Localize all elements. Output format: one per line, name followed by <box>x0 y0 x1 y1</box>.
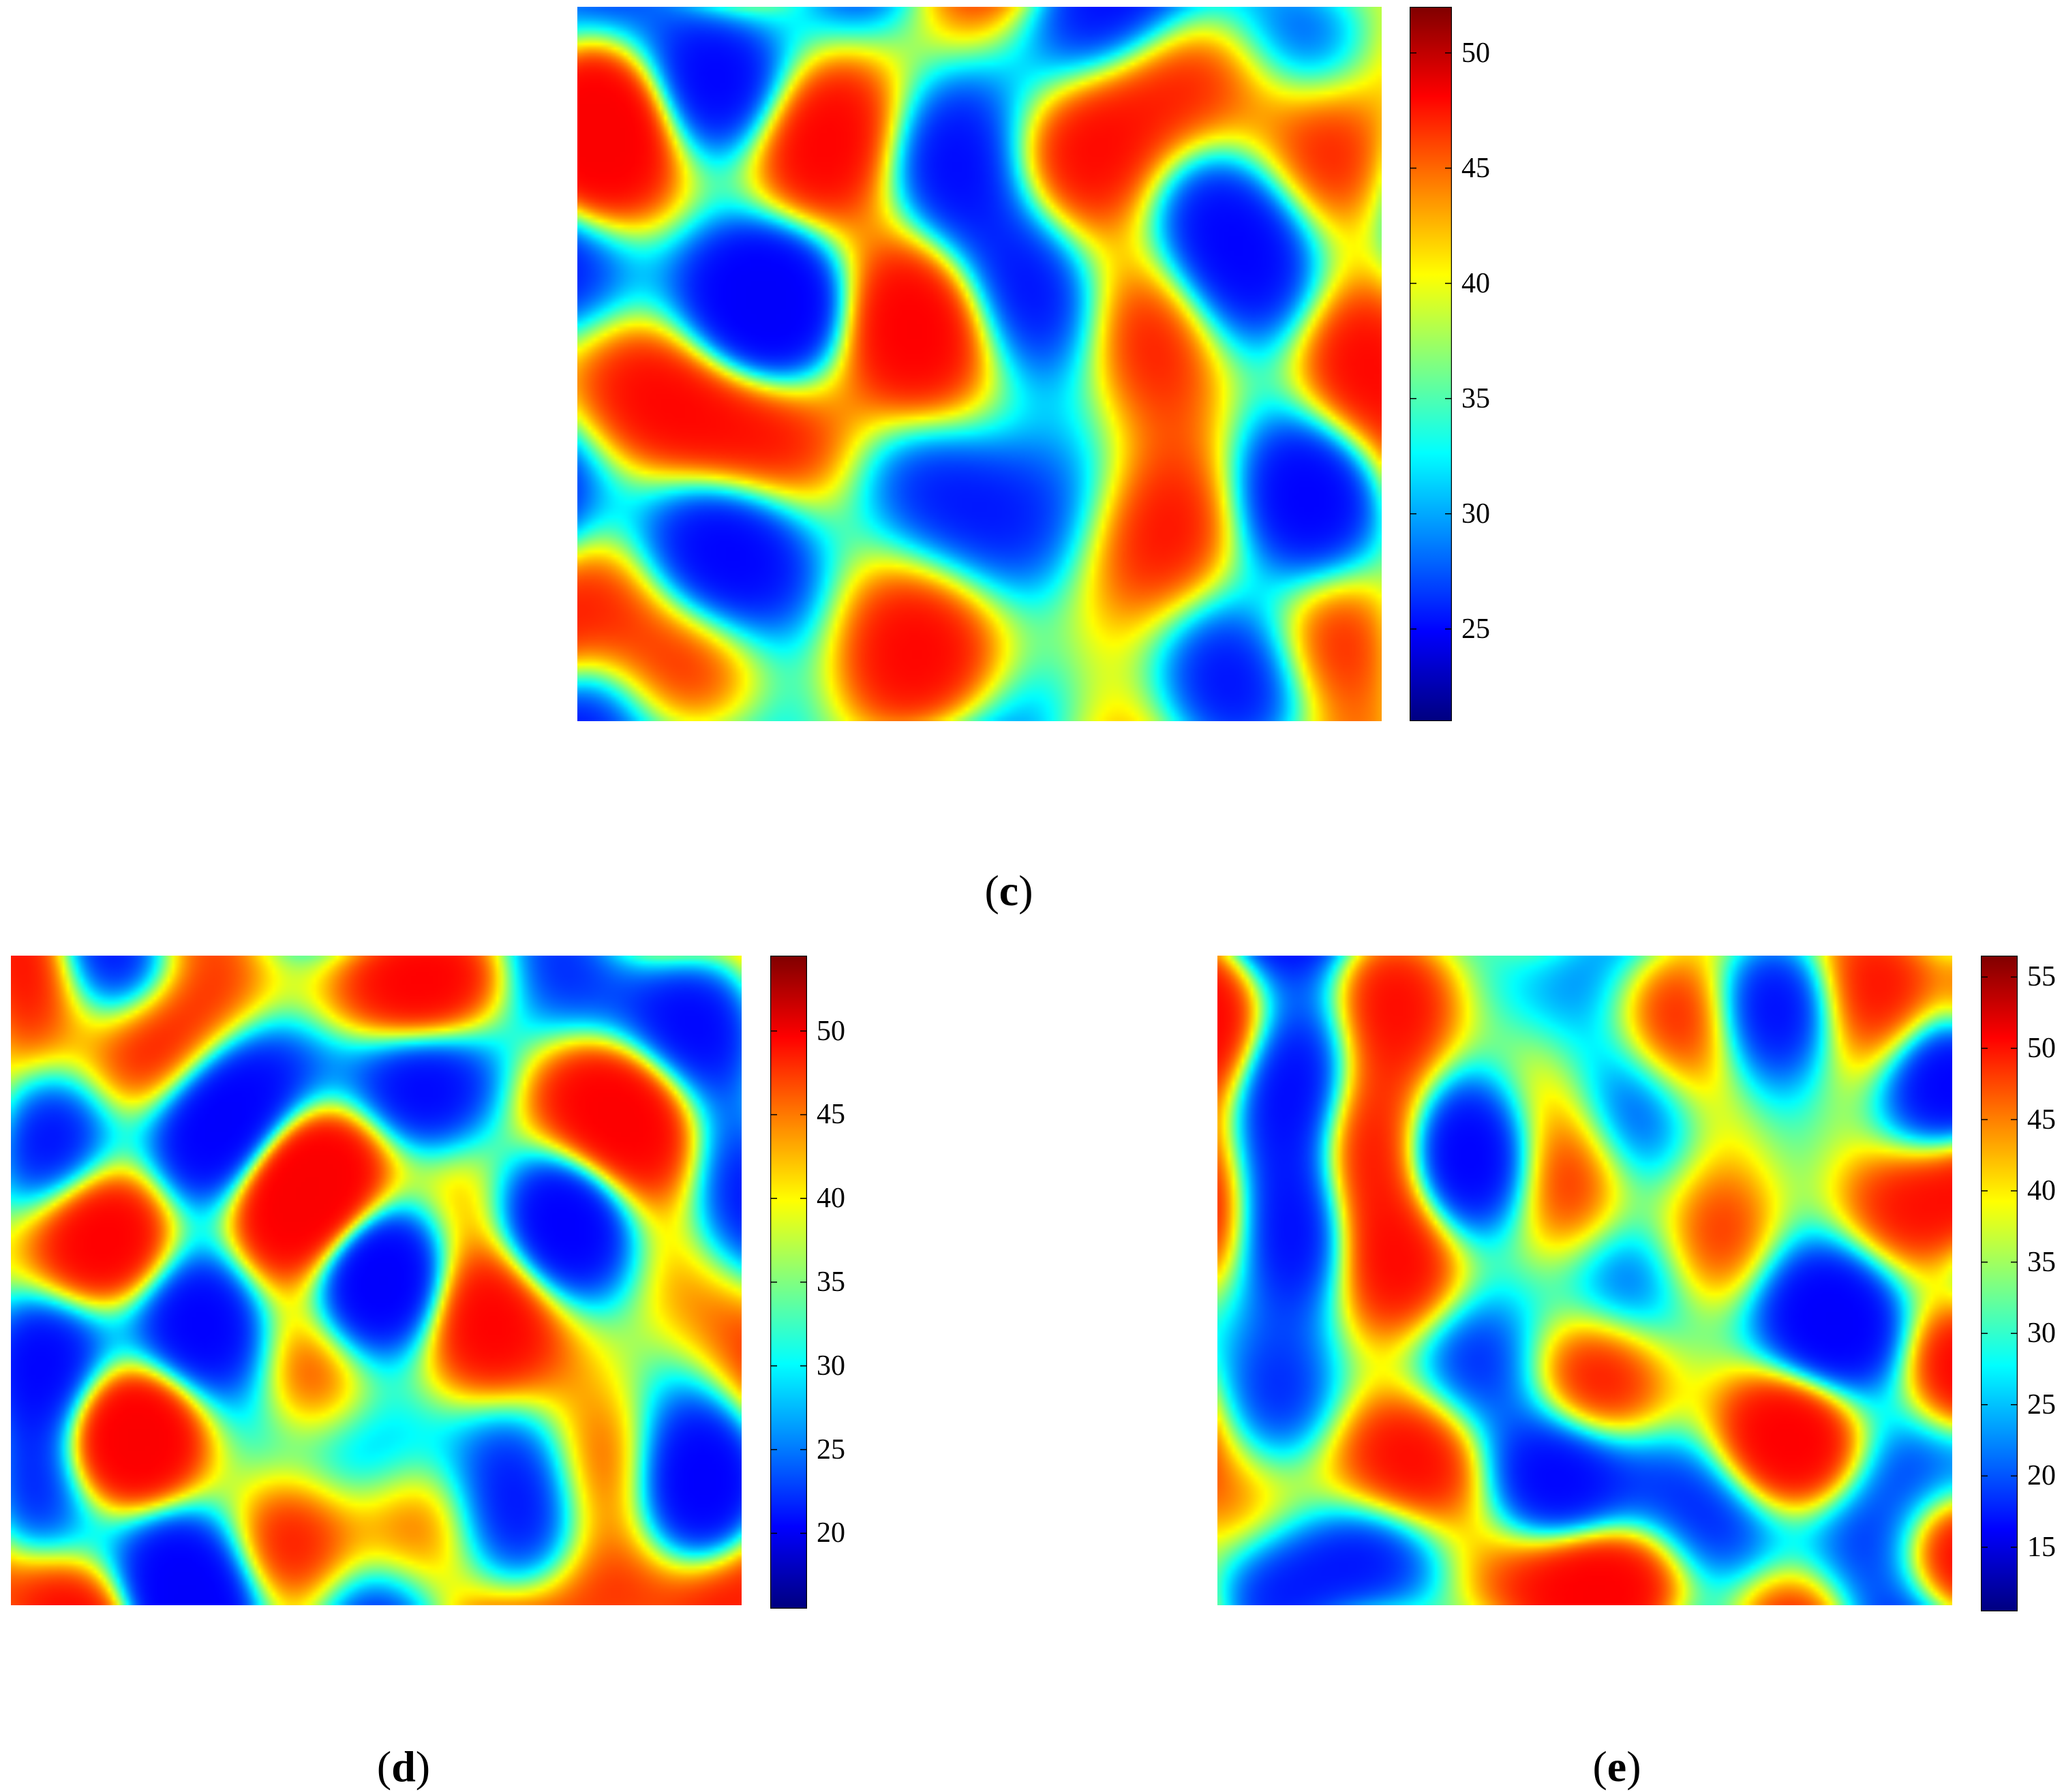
colorbar-tick-label: 35 <box>2027 1246 2056 1278</box>
colorbar-tick-label: 35 <box>1461 382 1490 414</box>
colorbar-d: 20 25 30 35 40 45 50 <box>770 956 902 1609</box>
colorbar-tick-label: 40 <box>817 1183 845 1215</box>
colorbar-gradient <box>1981 956 2018 1611</box>
colorbar-tick-label: 30 <box>2027 1318 2056 1350</box>
colorbar-tick-label: 45 <box>817 1099 845 1131</box>
colorbar-tick-label: 50 <box>1461 37 1490 69</box>
colorbar-tick-label: 55 <box>2027 961 2056 993</box>
colorbar-e: 15 20 25 30 35 40 45 50 55 <box>1981 956 2064 1611</box>
colorbar-tick-label: 35 <box>817 1266 845 1298</box>
colorbar-tick-label: 40 <box>2027 1175 2056 1207</box>
colorbar-rect <box>1981 956 2018 1611</box>
colorbar-tick-label: 50 <box>2027 1032 2056 1064</box>
colorbar-tick-label: 25 <box>2027 1388 2056 1421</box>
colorbar-gradient <box>770 956 807 1609</box>
colorbar-tick-label: 45 <box>2027 1104 2056 1136</box>
colorbar-tick-label: 15 <box>2027 1531 2056 1563</box>
colorbar-tick-label: 50 <box>817 1015 845 1047</box>
colorbar-c: 25 30 35 40 45 50 <box>1410 7 1547 721</box>
colorbar-tick-label: 25 <box>817 1433 845 1466</box>
panel-caption-d: (d) <box>376 1742 431 1791</box>
colorbar-gradient <box>1410 7 1452 721</box>
colorbar-tick-label: 25 <box>1461 613 1490 645</box>
colorbar-tick-label: 40 <box>1461 267 1490 299</box>
colorbar-tick-label: 20 <box>817 1517 845 1549</box>
heatmap-field-c <box>577 7 1382 721</box>
heatmap-field-e <box>1217 956 1952 1605</box>
panel-caption-e: (e) <box>1592 1742 1641 1791</box>
colorbar-tick-label: 30 <box>1461 498 1490 530</box>
colorbar-tick-label: 45 <box>1461 152 1490 184</box>
panel-caption-c: (c) <box>984 866 1033 915</box>
heatmap-field-d <box>11 956 742 1605</box>
colorbar-tick-label: 20 <box>2027 1460 2056 1492</box>
colorbar-rect <box>1410 7 1452 721</box>
colorbar-tick-label: 30 <box>817 1350 845 1382</box>
